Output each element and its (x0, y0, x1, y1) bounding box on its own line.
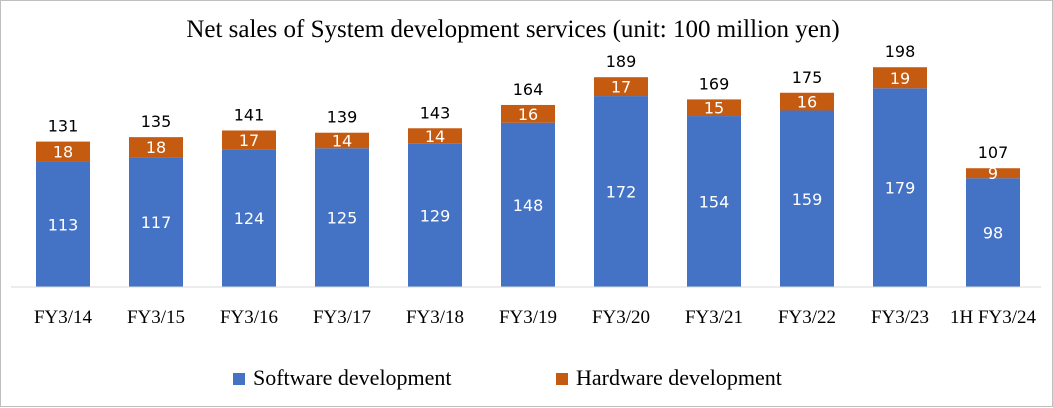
bar-segment-software (315, 148, 369, 287)
bar-segment-software (129, 157, 183, 287)
bar-label-hardware: 16 (518, 105, 538, 124)
bar-label-software: 148 (513, 196, 544, 215)
bar-label-hardware: 14 (332, 131, 352, 150)
bar-label-software: 113 (48, 215, 79, 234)
bar-segment-hardware (501, 104, 555, 123)
x-tick-label: FY3/23 (871, 307, 929, 328)
bar-label-hardware: 17 (611, 78, 631, 97)
bar-label-hardware: 14 (425, 127, 445, 146)
legend-label-software: Software development (253, 365, 452, 390)
bar-label-hardware: 17 (239, 131, 259, 150)
x-tick-label: FY3/14 (34, 307, 93, 328)
bar-label-software: 117 (141, 213, 172, 232)
bar-segment-software (36, 161, 90, 287)
bar-label-hardware: 16 (797, 93, 817, 112)
legend-label-hardware: Hardware development (576, 365, 782, 390)
bar-segment-hardware (36, 141, 90, 162)
bar-total-label: 139 (327, 108, 358, 127)
chart-title: Net sales of System development services… (186, 16, 839, 43)
x-tick-label: FY3/20 (592, 307, 650, 328)
bar-segment-software (408, 143, 462, 287)
bar-segment-software (222, 149, 276, 287)
bar-total-label: 198 (885, 42, 916, 61)
bar-segment-hardware (873, 67, 927, 89)
bar-segment-software (966, 178, 1020, 287)
bar-label-hardware: 18 (53, 143, 73, 162)
bar-segment-software (594, 96, 648, 287)
bar-segment-hardware (780, 92, 834, 111)
x-tick-label: FY3/22 (778, 307, 836, 328)
bar-total-label: 107 (978, 143, 1009, 162)
bar-segment-hardware (222, 130, 276, 150)
bar-segment-software (501, 122, 555, 287)
bar-segment-software (780, 110, 834, 287)
x-tick-label: FY3/19 (499, 307, 557, 328)
legend-swatch-software (233, 373, 245, 385)
bar-label-software: 124 (234, 209, 265, 228)
x-tick-label: FY3/15 (127, 307, 185, 328)
bar-segment-hardware (129, 137, 183, 158)
bar-segment-software (873, 88, 927, 287)
bar-total-label: 141 (234, 105, 265, 124)
bar-segment-hardware (315, 132, 369, 149)
legend: Software development Hardware development (233, 365, 782, 390)
bar-segment-hardware (687, 99, 741, 117)
bar-segment-software (687, 116, 741, 287)
x-tick-label: FY3/16 (220, 307, 278, 328)
bar-total-label: 164 (513, 80, 544, 99)
legend-swatch-hardware (556, 373, 568, 385)
bar-segment-hardware (966, 168, 1020, 179)
bar-label-software: 179 (885, 179, 916, 198)
x-axis-ticks: FY3/14 FY3/15 FY3/16 FY3/17 FY3/18 FY3/19 FY3/… (34, 307, 1037, 328)
x-tick-label: 1H FY3/24 (950, 307, 1037, 328)
bar-label-software: 172 (606, 183, 637, 202)
bar-total-label: 175 (792, 68, 823, 87)
bar-label-software: 98 (983, 224, 1003, 243)
x-tick-label: FY3/21 (685, 307, 743, 328)
bar-label-software: 154 (699, 193, 730, 212)
bar-total-label: 143 (420, 103, 451, 122)
bar-total-label: 131 (48, 117, 79, 136)
bar-segment-hardware (594, 77, 648, 97)
bar-label-software: 129 (420, 206, 451, 225)
bars-group: 113 18 131 117 18 135 124 17 141 125 14 139 129 14 143… (36, 42, 1020, 287)
bar-total-label: 135 (141, 112, 172, 131)
x-tick-label: FY3/17 (313, 307, 371, 328)
bar-label-hardware: 19 (890, 69, 910, 88)
bar-label-hardware: 18 (146, 138, 166, 157)
bar-total-label: 169 (699, 74, 730, 93)
bar-segment-hardware (408, 128, 462, 144)
bar-label-software: 125 (327, 209, 358, 228)
bar-label-hardware: 9 (988, 164, 998, 183)
x-tick-label: FY3/18 (406, 307, 464, 328)
bar-label-software: 159 (792, 190, 823, 209)
bar-label-hardware: 15 (704, 99, 724, 118)
bar-total-label: 189 (606, 52, 637, 71)
